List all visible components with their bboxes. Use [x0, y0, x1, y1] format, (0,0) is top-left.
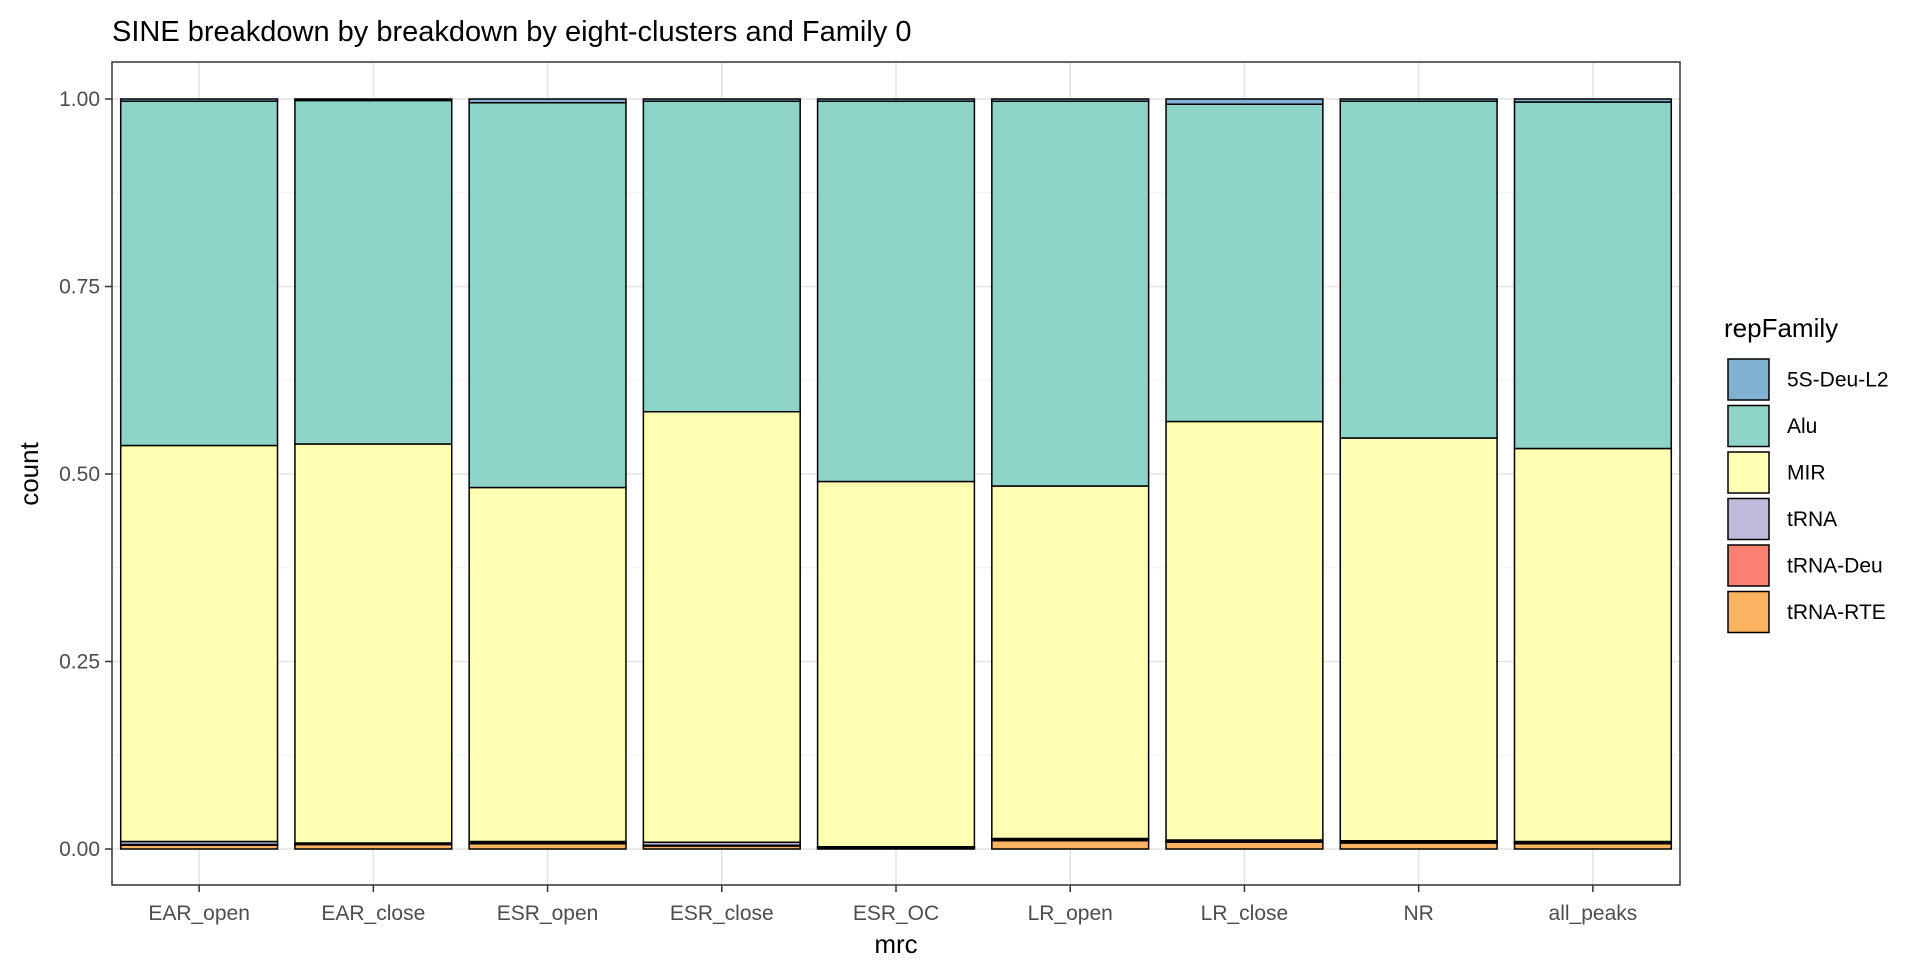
legend-label-trna-rte: tRNA-RTE: [1787, 601, 1886, 624]
legend-label-mir: MIR: [1787, 462, 1826, 485]
y-tick-label: 0.00: [59, 838, 100, 861]
bar-segment-trna-rte: [992, 841, 1149, 849]
x-tick-label: LR_open: [1028, 902, 1113, 925]
legend-label-trna: tRNA: [1787, 508, 1837, 531]
x-tick-label: all_peaks: [1549, 902, 1638, 925]
y-tick-label: 0.25: [59, 651, 100, 674]
legend-key-trna-deu: [1728, 545, 1769, 586]
x-tick-label: ESR_close: [670, 902, 774, 925]
y-tick-label: 0.50: [59, 463, 100, 486]
bar-segment-5s-deu-l2: [121, 99, 278, 101]
x-tick-label: ESR_OC: [853, 902, 939, 925]
bar-segment-alu: [295, 101, 452, 445]
bar-stack-ESR_open: [469, 99, 626, 849]
bar-segment-alu: [469, 103, 626, 488]
bar-segment-5s-deu-l2: [1514, 99, 1671, 102]
x-axis: EAR_open EAR_close ESR_open ESR_close ESR_OC…: [148, 885, 1637, 925]
bar-segment-mir: [992, 486, 1149, 839]
y-axis-title: count: [14, 441, 44, 505]
bar-segment-mir: [643, 412, 800, 843]
bar-stack-NR: [1340, 99, 1497, 849]
legend-label-alu: Alu: [1787, 415, 1817, 438]
x-tick-label: LR_close: [1201, 902, 1289, 925]
bar-segment-alu: [1166, 104, 1323, 421]
bar-segment-trna-rte: [1514, 844, 1671, 849]
legend: repFamily 5S-Deu-L2 Alu MIR tRNA tRNA-Deu tRN…: [1724, 313, 1889, 633]
bar-stack-LR_open: [992, 99, 1149, 849]
bar-segment-5s-deu-l2: [818, 99, 975, 101]
legend-label-5s-deu-l2: 5S-Deu-L2: [1787, 369, 1889, 392]
bar-segment-mir: [469, 488, 626, 842]
bar-segment-mir: [121, 446, 278, 842]
bar-segment-alu: [643, 101, 800, 412]
bar-segment-alu: [121, 101, 278, 445]
bar-segment-5s-deu-l2: [1340, 99, 1497, 101]
legend-key-alu: [1728, 406, 1769, 447]
bars-group: [121, 99, 1672, 849]
bar-segment-mir: [818, 482, 975, 847]
bar-segment-trna-rte: [1166, 842, 1323, 849]
bar-segment-5s-deu-l2: [643, 99, 800, 101]
bar-segment-trna-rte: [1340, 843, 1497, 849]
legend-key-trna-rte: [1728, 592, 1769, 633]
bar-stack-LR_close: [1166, 99, 1323, 849]
bar-stack-ESR_close: [643, 99, 800, 849]
bar-segment-mir: [1514, 449, 1671, 842]
bar-stack-EAR_open: [121, 99, 278, 849]
legend-label-trna-deu: tRNA-Deu: [1787, 555, 1883, 578]
bar-segment-trna-rte: [469, 844, 626, 849]
y-tick-label: 0.75: [59, 276, 100, 299]
bar-segment-mir: [1166, 422, 1323, 841]
bar-segment-5s-deu-l2: [1166, 99, 1323, 104]
legend-title: repFamily: [1724, 313, 1838, 343]
bar-segment-5s-deu-l2: [295, 99, 452, 101]
bar-segment-mir: [295, 444, 452, 843]
bar-segment-mir: [1340, 438, 1497, 841]
bar-segment-alu: [992, 101, 1149, 486]
y-axis: 0.00 0.25 0.50 0.75 1.00: [59, 88, 112, 861]
x-tick-label: NR: [1403, 902, 1433, 925]
bar-stack-all_peaks: [1514, 99, 1671, 849]
x-tick-label: EAR_open: [148, 902, 250, 925]
legend-key-trna: [1728, 499, 1769, 540]
bar-segment-alu: [1340, 101, 1497, 438]
x-axis-title: mrc: [874, 929, 917, 959]
bar-stack-ESR_OC: [818, 99, 975, 849]
bar-segment-alu: [818, 101, 975, 481]
legend-key-5s-deu-l2: [1728, 359, 1769, 400]
legend-key-mir: [1728, 452, 1769, 493]
x-tick-label: EAR_close: [321, 902, 425, 925]
chart-title: SINE breakdown by breakdown by eight-clu…: [112, 16, 912, 48]
bar-segment-alu: [1514, 102, 1671, 449]
bar-segment-5s-deu-l2: [469, 99, 626, 103]
y-tick-label: 1.00: [59, 88, 100, 111]
bar-segment-5s-deu-l2: [992, 99, 1149, 101]
x-tick-label: ESR_open: [497, 902, 599, 925]
bar-stack-EAR_close: [295, 99, 452, 849]
